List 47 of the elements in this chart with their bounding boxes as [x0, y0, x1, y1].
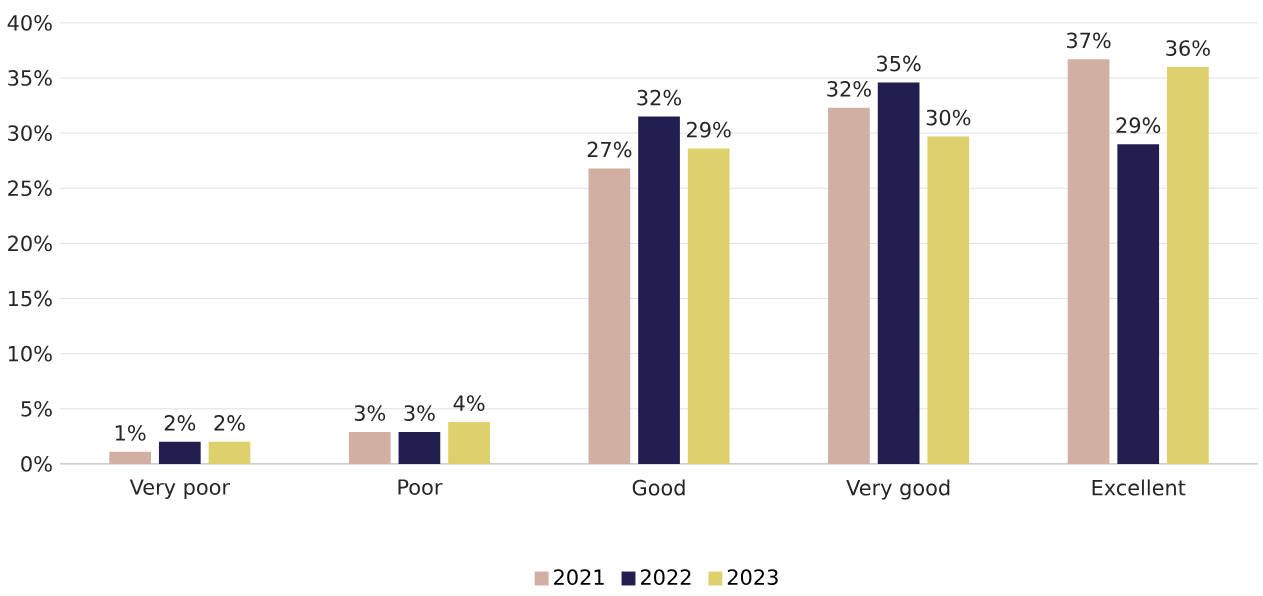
- y-tick-label: 30%: [8, 125, 52, 142]
- bar: [398, 432, 441, 465]
- bar: [1067, 59, 1110, 465]
- bar: [588, 168, 631, 465]
- data-label: 32%: [637, 89, 682, 106]
- y-tick-label: 0%: [21, 456, 52, 472]
- y-tick-label: 20%: [8, 235, 52, 252]
- data-label: 32%: [827, 81, 871, 97]
- x-tick-label: Good: [632, 479, 685, 496]
- bar: [877, 82, 920, 465]
- data-label: 30%: [926, 109, 971, 126]
- data-label: 37%: [1066, 32, 1111, 49]
- legend-label: 2023: [727, 569, 778, 586]
- x-tick-label: Poor: [398, 479, 443, 496]
- data-label: 29%: [1116, 117, 1161, 134]
- y-tick-label: 15%: [8, 290, 52, 307]
- data-label: 2%: [214, 415, 245, 431]
- data-label: 4%: [453, 395, 485, 412]
- bar: [828, 107, 870, 465]
- y-tick-label: 25%: [8, 180, 52, 197]
- x-tick-label: Very good: [846, 479, 950, 500]
- legend-label: 2021: [554, 569, 604, 586]
- bar: [687, 148, 730, 465]
- y-tick-label: 10%: [8, 345, 52, 362]
- y-tick-label: 35%: [8, 70, 52, 87]
- data-label: 2%: [164, 415, 196, 431]
- data-label: 3%: [354, 405, 386, 422]
- bar: [448, 422, 490, 465]
- bar: [638, 116, 680, 465]
- bar: [208, 442, 251, 465]
- y-tick-label: 5%: [21, 401, 52, 417]
- bar: [109, 451, 151, 465]
- data-label: 29%: [687, 121, 731, 138]
- bar: [927, 136, 970, 465]
- bar: [1117, 144, 1160, 465]
- bar: [1167, 67, 1209, 465]
- data-label: 1%: [115, 425, 146, 441]
- data-label: 27%: [587, 141, 632, 158]
- x-tick-label: Very poor: [129, 479, 230, 500]
- data-label: 3%: [404, 405, 435, 422]
- legend-label: 2022: [640, 569, 691, 586]
- bar: [348, 432, 391, 465]
- bar: [158, 442, 201, 465]
- y-tick-label: 40%: [7, 15, 52, 31]
- data-label: 36%: [1166, 40, 1210, 57]
- data-label: 35%: [877, 55, 921, 72]
- x-tick-label: Excellent: [1092, 479, 1186, 496]
